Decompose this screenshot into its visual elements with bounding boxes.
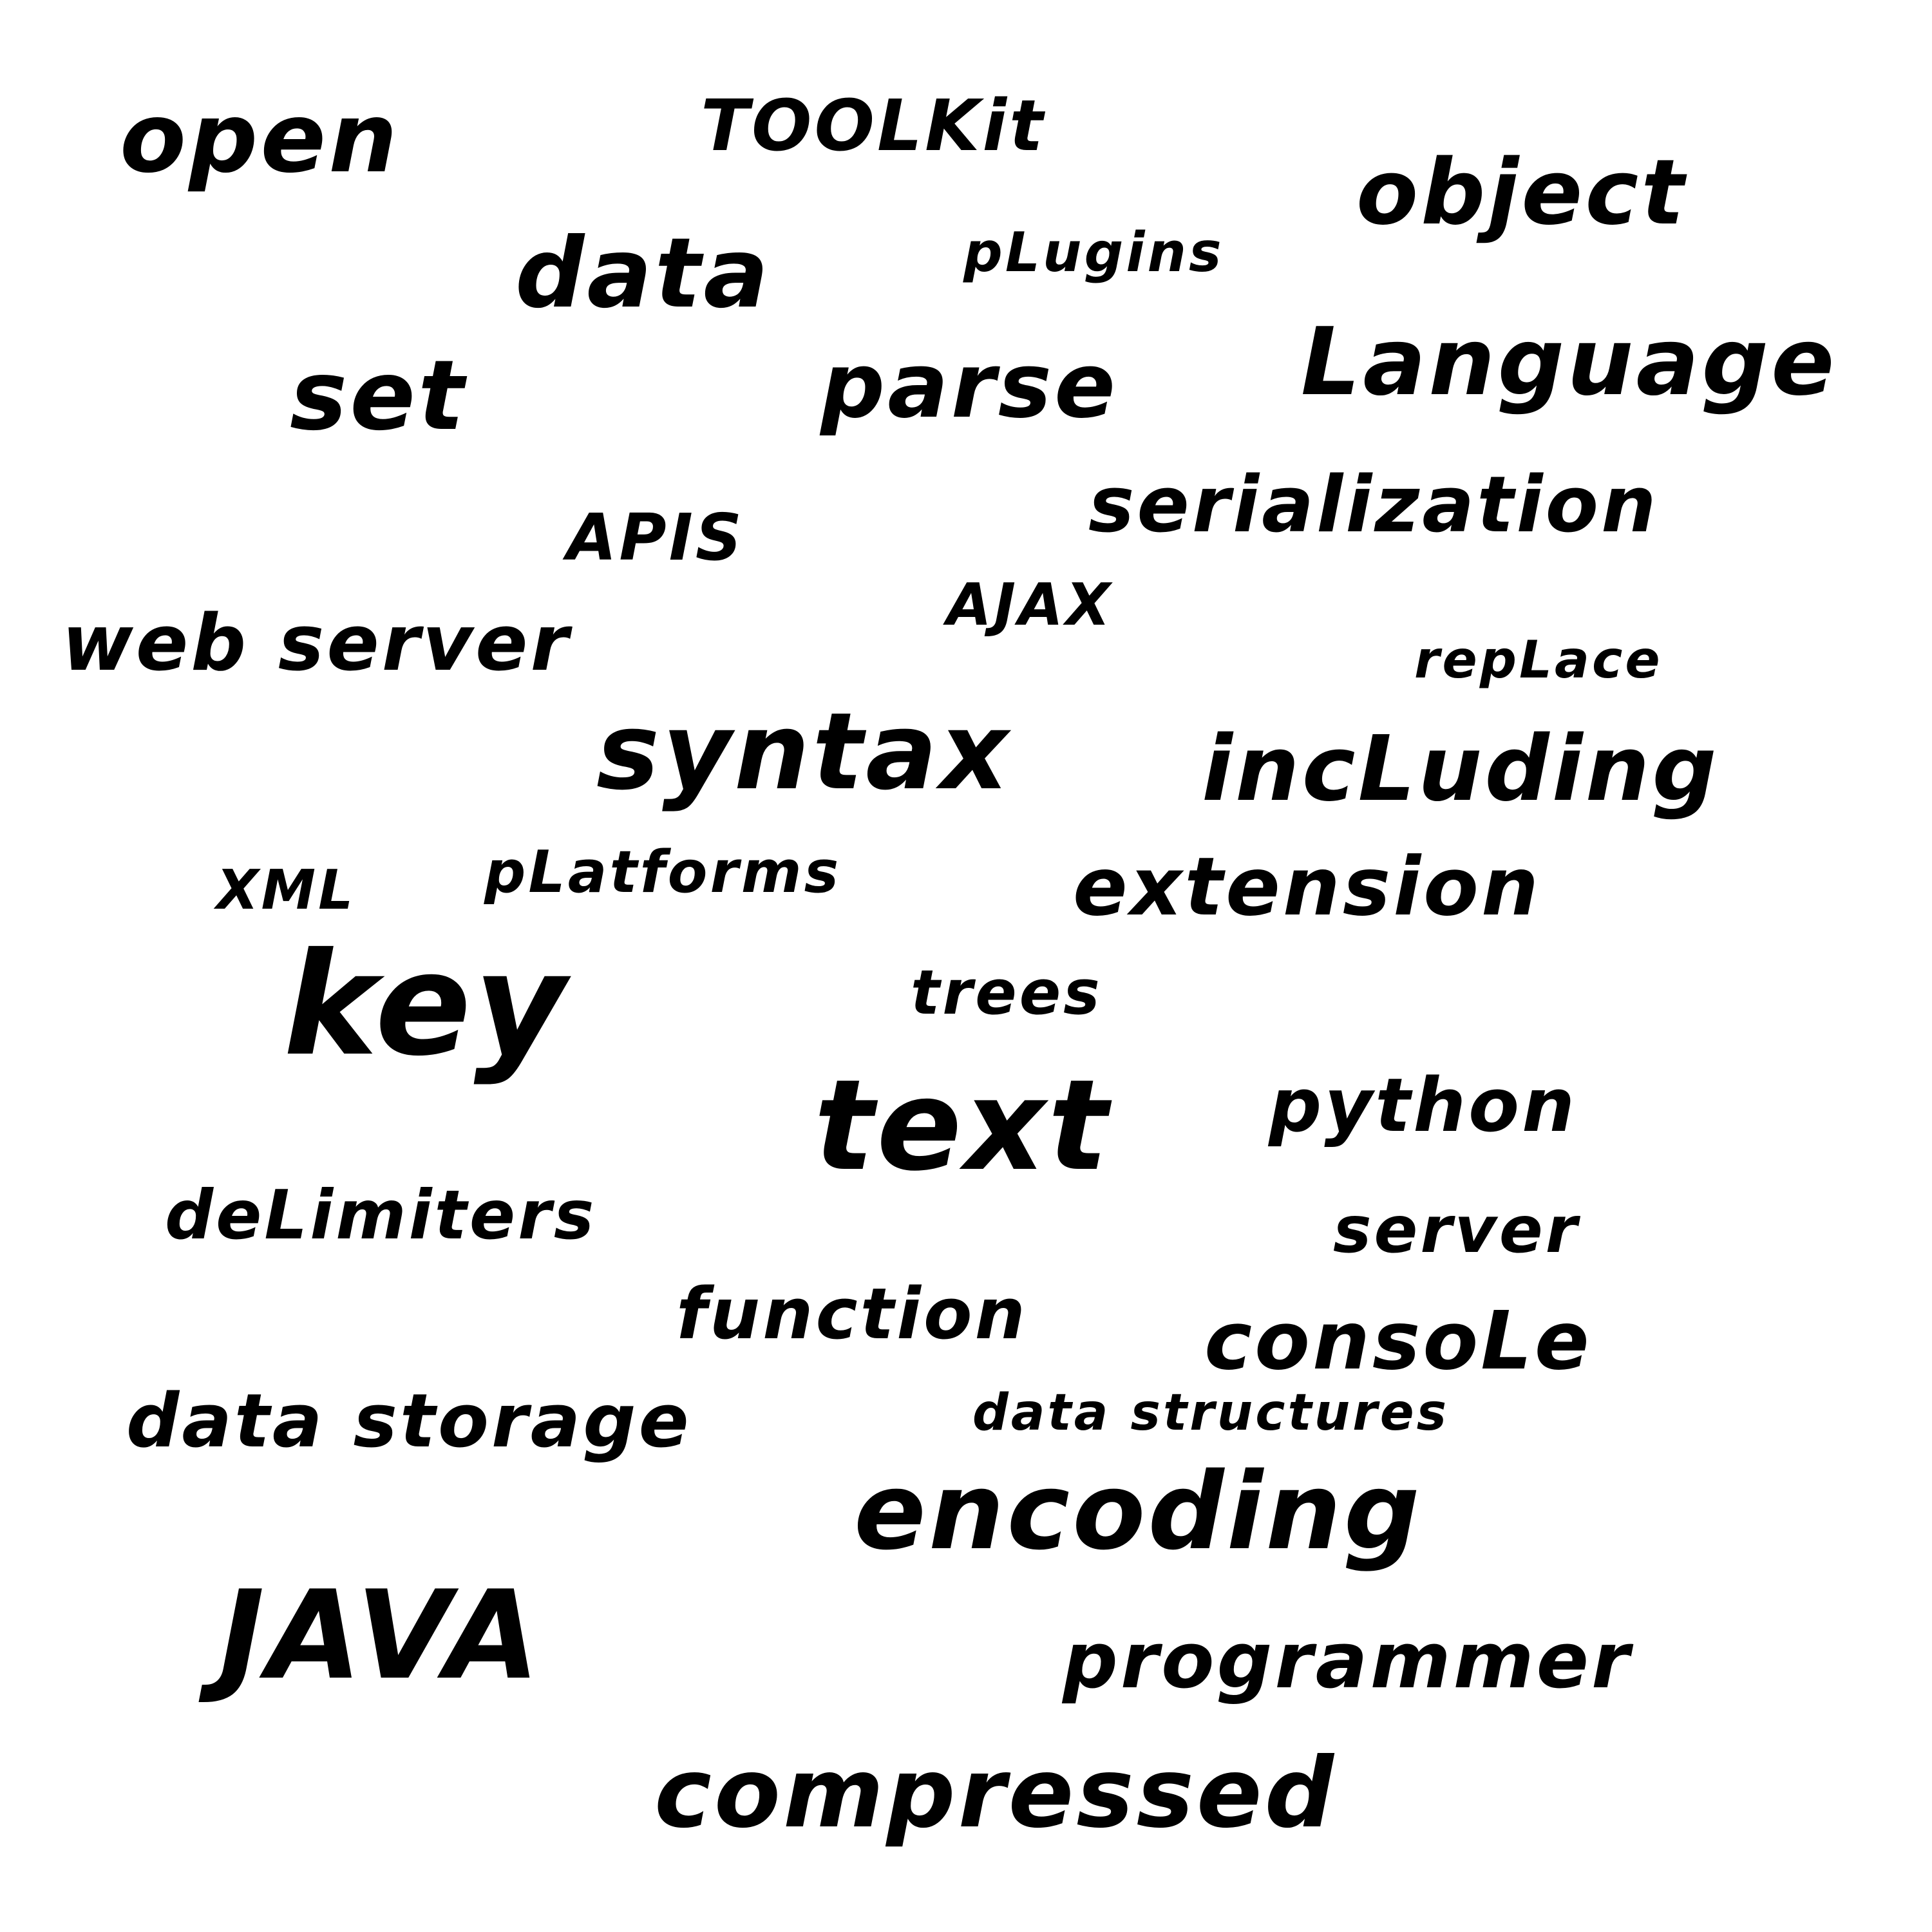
- word-syntax: syntax: [596, 690, 1011, 813]
- word-delimiters: deLimiters: [165, 1176, 597, 1255]
- word-text: text: [814, 1052, 1111, 1198]
- word-parse: parse: [820, 334, 1119, 439]
- word-including: incLuding: [1202, 717, 1719, 822]
- word-data-structures: data structures: [972, 1384, 1450, 1442]
- word-key: key: [283, 922, 569, 1087]
- word-console: consoLe: [1204, 1294, 1592, 1388]
- word-open: open: [120, 82, 400, 194]
- word-object: object: [1356, 140, 1687, 245]
- word-data: data: [515, 218, 772, 330]
- word-python: python: [1269, 1063, 1578, 1149]
- word-platforms: pLatforms: [484, 838, 842, 906]
- word-xml: XML: [216, 858, 356, 922]
- word-function: function: [676, 1273, 1028, 1355]
- word-ajax: AJAX: [947, 571, 1113, 639]
- word-compressed: compressed: [654, 1738, 1337, 1850]
- word-set: set: [290, 340, 467, 452]
- word-java: JAVA: [219, 1564, 543, 1707]
- word-web-server: web server: [62, 599, 571, 688]
- word-language: Language: [1301, 308, 1837, 417]
- word-programmer: programmer: [1063, 1616, 1633, 1706]
- word-plugins: pLugins: [963, 221, 1224, 285]
- word-encoding: encoding: [854, 1450, 1423, 1573]
- word-apis: APIS: [567, 500, 744, 575]
- word-trees: trees: [911, 958, 1103, 1028]
- word-serialization: serialization: [1088, 460, 1659, 550]
- word-toolkit: TOOLKit: [701, 84, 1046, 167]
- word-extension: extension: [1073, 840, 1542, 934]
- word-replace: repLace: [1414, 630, 1663, 690]
- word-server: server: [1333, 1192, 1580, 1267]
- word-data-storage: data storage: [126, 1378, 692, 1464]
